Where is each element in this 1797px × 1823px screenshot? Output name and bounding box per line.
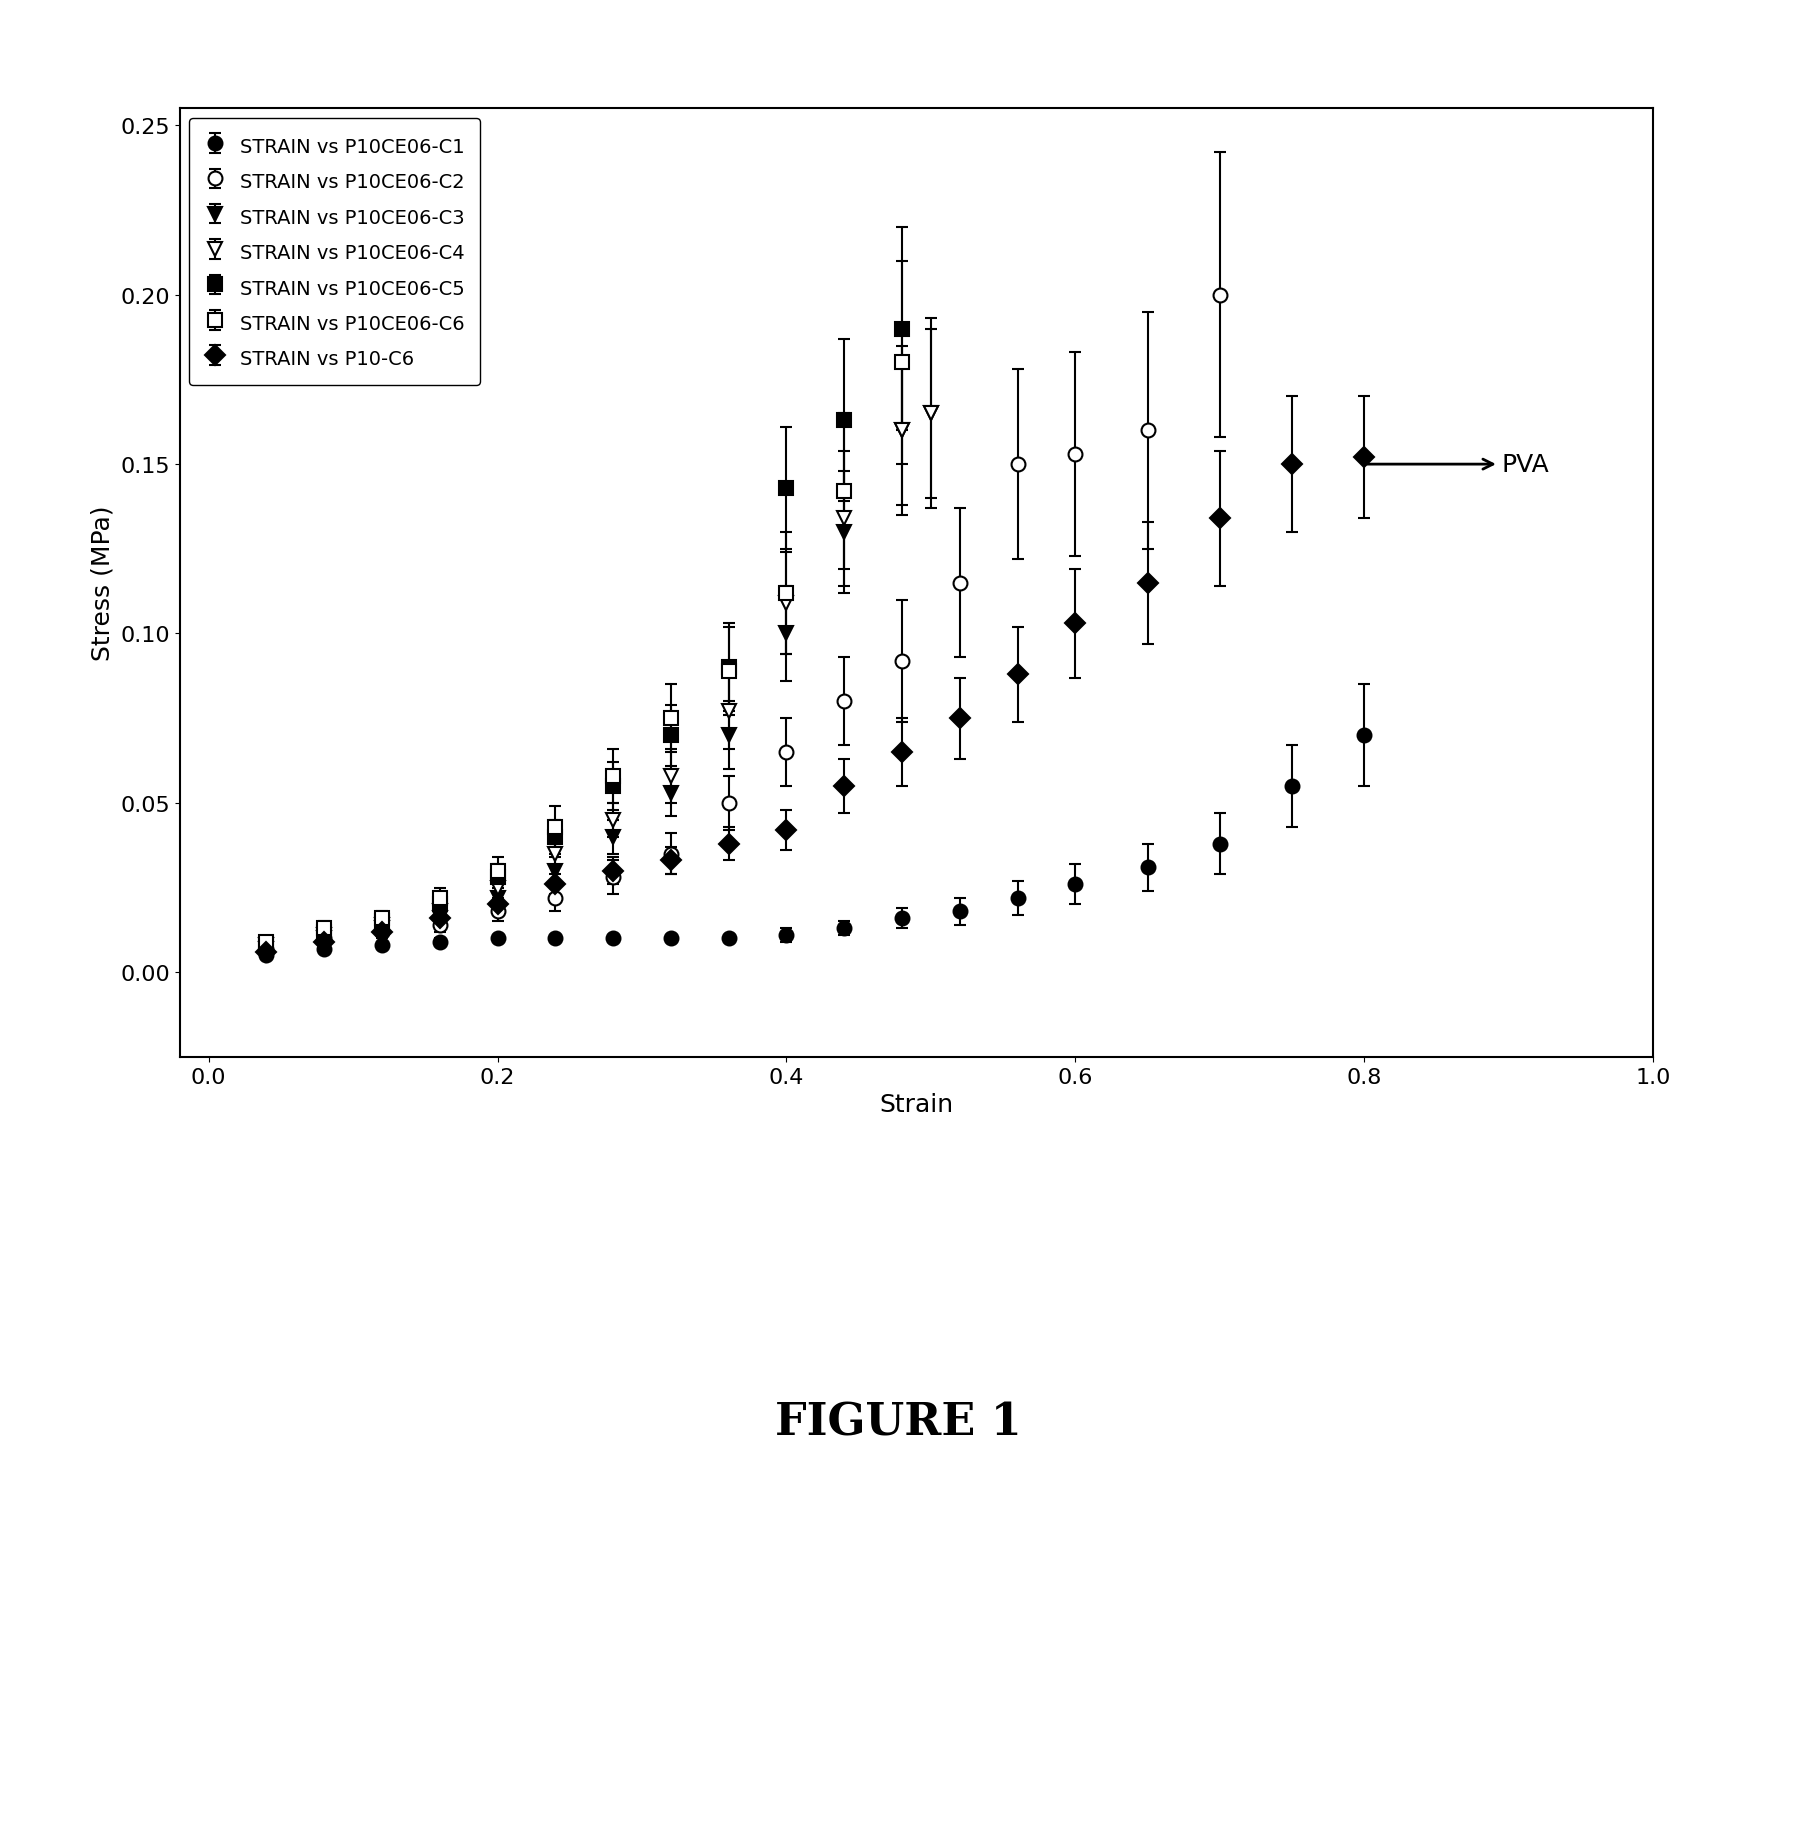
Y-axis label: Stress (MPa): Stress (MPa) <box>90 505 115 662</box>
Text: FIGURE 1: FIGURE 1 <box>775 1400 1022 1444</box>
Legend: STRAIN vs P10CE06-C1, STRAIN vs P10CE06-C2, STRAIN vs P10CE06-C3, STRAIN vs P10C: STRAIN vs P10CE06-C1, STRAIN vs P10CE06-… <box>189 118 480 386</box>
Text: PVA: PVA <box>1368 452 1549 478</box>
X-axis label: Strain: Strain <box>879 1092 954 1116</box>
